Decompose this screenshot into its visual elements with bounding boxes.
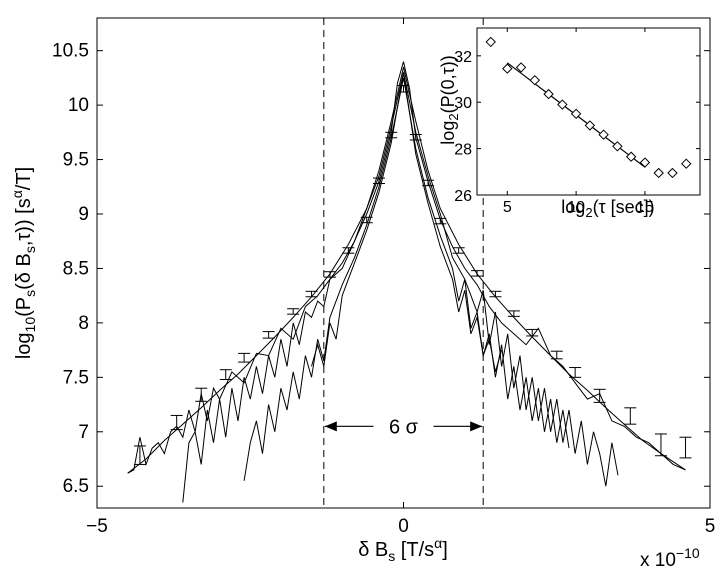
y-tick-label: 9 bbox=[78, 204, 89, 225]
sigma-arrowhead-left bbox=[324, 421, 337, 432]
inset-plot-frame bbox=[476, 27, 701, 196]
x-axis-multiplier: x 10−10 bbox=[640, 545, 700, 571]
series-line-3 bbox=[182, 72, 619, 503]
series-line-1 bbox=[127, 66, 686, 474]
x-tick-label: 0 bbox=[398, 516, 409, 537]
sigma-annotation: 6 σ bbox=[324, 416, 483, 438]
y-tick-label: 10.5 bbox=[52, 41, 89, 62]
x-tick-label: −5 bbox=[86, 516, 108, 537]
main-y-axis-label: log10(Ps(δ Bs,τ)) [sα/T] bbox=[9, 167, 38, 359]
inset-diamond-marker bbox=[598, 129, 609, 140]
main-series bbox=[127, 61, 686, 503]
inset-x-axis-label: log2(τ [sec]) bbox=[561, 197, 654, 220]
inset-diamond-marker bbox=[515, 62, 527, 73]
x-tick-label: 5 bbox=[705, 516, 716, 537]
inset-plot: 5 10 15 26 28 30 32 log2(τ [sec]) log2(P(0,τ)) bbox=[438, 27, 701, 220]
y-tick-label: 9.5 bbox=[63, 150, 89, 171]
inset-diamond-marker bbox=[653, 167, 664, 179]
y-tick-label: 8 bbox=[78, 313, 89, 334]
sigma-guide-lines bbox=[323, 18, 484, 508]
inset-y-tick-label: 30 bbox=[454, 95, 472, 112]
inset-diamond-marker bbox=[625, 151, 637, 162]
sigma-annotation-label: 6 σ bbox=[389, 416, 419, 438]
y-tick-label: 6.5 bbox=[63, 476, 89, 497]
inset-x-tick-label: 15 bbox=[636, 199, 654, 216]
y-tick-label: 8.5 bbox=[63, 258, 89, 279]
inset-diamond-marker bbox=[681, 158, 692, 169]
series-line-2 bbox=[127, 61, 686, 474]
error-bars bbox=[133, 85, 692, 465]
inset-diamond-marker bbox=[570, 108, 582, 120]
inset-axis-ticks: 5 10 15 26 28 30 32 bbox=[454, 28, 700, 216]
inset-diamond-marker bbox=[557, 99, 568, 110]
inset-y-tick-label: 26 bbox=[454, 188, 472, 205]
series-line-5 bbox=[311, 72, 503, 373]
inset-diamond-marker bbox=[502, 63, 513, 74]
inset-diamond-marker bbox=[529, 74, 541, 86]
main-x-axis-label: δ Bs [T/sα] bbox=[358, 535, 448, 564]
sigma-arrowhead-right bbox=[470, 421, 483, 432]
inset-diamond-marker bbox=[667, 167, 678, 179]
inset-diamond-marker bbox=[485, 36, 496, 48]
inset-diamond-marker bbox=[584, 120, 596, 131]
inset-diamond-marker bbox=[639, 157, 651, 168]
series-line-4 bbox=[243, 77, 570, 481]
inset-y-axis-label: log2(P(0,τ)) bbox=[438, 55, 461, 144]
y-tick-label: 7.5 bbox=[63, 367, 89, 388]
inset-diamond-marker bbox=[612, 141, 623, 152]
inset-x-tick-label: 10 bbox=[567, 199, 585, 216]
inset-diamond-marker bbox=[543, 88, 554, 100]
inset-x-tick-label: 5 bbox=[503, 199, 512, 216]
main-axis-ticks: −5 0 5 6.5 7 7.5 8 8.5 9 9.5 10 10.5 bbox=[52, 18, 715, 537]
inset-y-tick-label: 28 bbox=[454, 142, 472, 159]
inset-y-tick-label: 32 bbox=[454, 49, 472, 66]
y-tick-label: 10 bbox=[68, 95, 89, 116]
y-tick-label: 7 bbox=[78, 422, 89, 443]
inset-points bbox=[485, 36, 692, 179]
